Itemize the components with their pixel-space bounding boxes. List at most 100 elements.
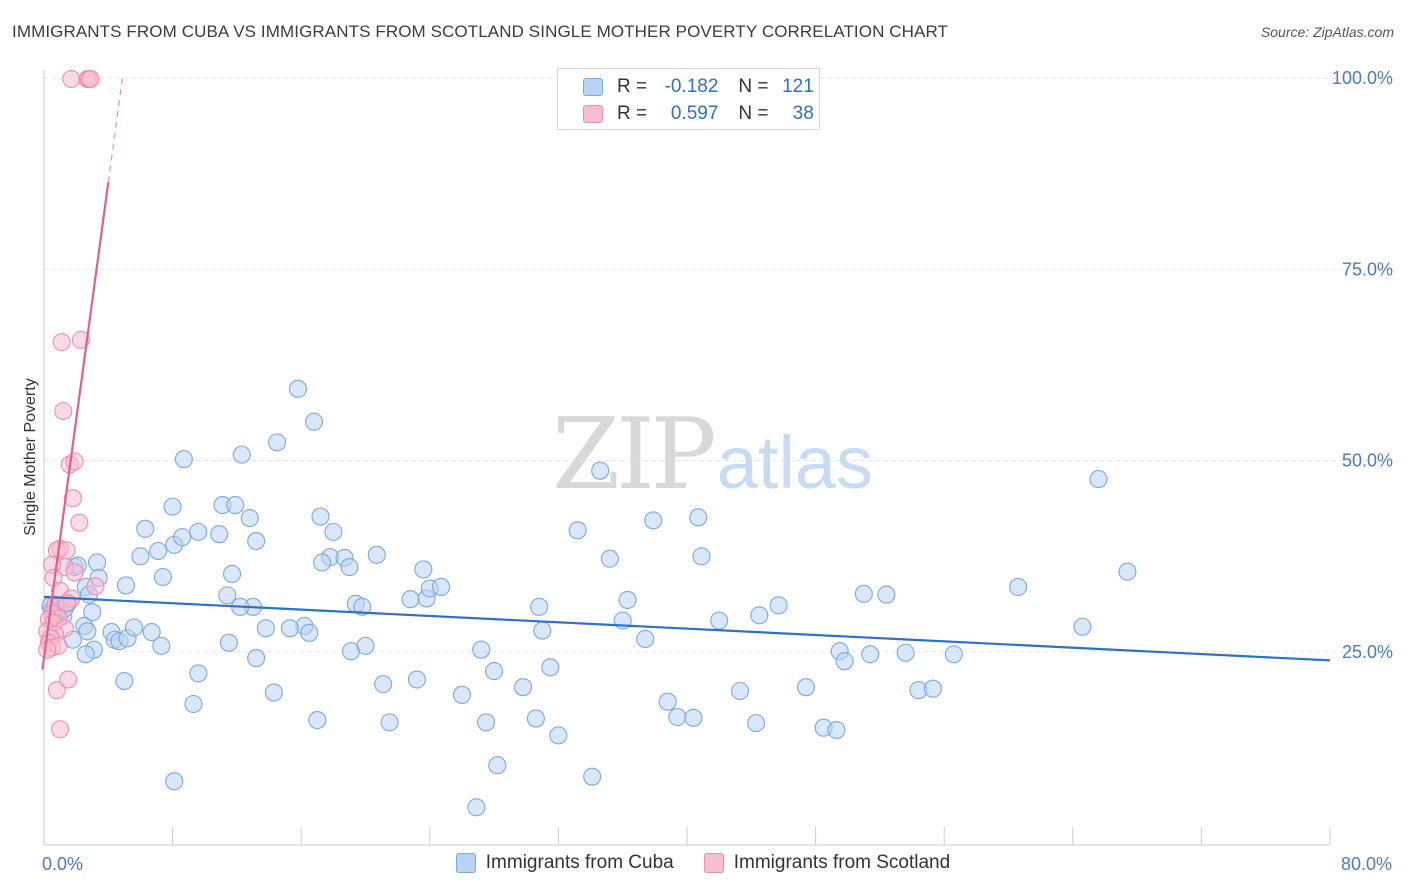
cuba-point-108 xyxy=(877,585,896,604)
cuba-point-107 xyxy=(861,645,880,664)
cuba-point-105 xyxy=(835,652,854,671)
series-cuba-points xyxy=(41,379,1137,817)
cuba-point-96 xyxy=(710,611,729,630)
scotland-swatch xyxy=(583,105,603,123)
cuba-point-42 xyxy=(226,496,245,515)
chart-title: IMMIGRANTS FROM CUBA VS IMMIGRANTS FROM … xyxy=(12,22,949,41)
cuba-point-98 xyxy=(747,714,766,733)
cuba-point-39 xyxy=(163,497,182,516)
cuba-point-73 xyxy=(472,640,491,659)
cuba-point-80 xyxy=(533,621,552,640)
stats-legend: R = -0.182 N = 121 R = 0.597 N = 38 xyxy=(557,68,820,130)
cuba-point-79 xyxy=(530,597,549,616)
cuba-point-101 xyxy=(796,678,816,697)
legend-cuba-label: Immigrants from Cuba xyxy=(485,852,674,873)
cuba-point-103 xyxy=(827,720,846,740)
cuba-swatch xyxy=(583,78,603,96)
cuba-point-45 xyxy=(247,532,266,551)
watermark: ZIPatlas xyxy=(552,398,873,512)
cuba-point-51 xyxy=(268,433,287,452)
series-legend: Immigrants from Cuba Immigrants from Sco… xyxy=(0,852,1406,874)
cuba-point-120 xyxy=(308,711,327,730)
cuba-point-37 xyxy=(223,564,242,584)
cuba-point-77 xyxy=(513,678,533,697)
cuba-point-17 xyxy=(78,622,97,641)
cuba-point-99 xyxy=(750,606,769,625)
cuba-point-40 xyxy=(174,450,193,469)
scotland-point-3 xyxy=(81,69,100,89)
scotland-point-0 xyxy=(62,69,81,89)
watermark-atlas: atlas xyxy=(716,421,874,504)
scotland-point-35 xyxy=(59,670,78,689)
cuba-point-72 xyxy=(452,685,472,704)
cuba-point-74 xyxy=(477,713,496,732)
scotland-point-9 xyxy=(63,489,82,508)
cuba-point-63 xyxy=(367,545,386,564)
scotland-r-value: 0.597 xyxy=(670,103,719,124)
scotland-point-10 xyxy=(70,513,89,532)
cuba-trend-line xyxy=(43,595,1331,662)
scotland-point-13 xyxy=(57,541,76,560)
cuba-point-31 xyxy=(153,567,173,587)
scotland-point-34 xyxy=(47,681,66,700)
grid-lines xyxy=(44,77,1392,653)
cuba-point-84 xyxy=(583,767,602,786)
cuba-point-44 xyxy=(240,509,259,528)
cuba-point-56 xyxy=(300,623,319,642)
cuba-point-71 xyxy=(432,577,451,597)
cuba-point-68 xyxy=(414,560,433,579)
cuba-point-34 xyxy=(173,528,192,547)
cuba-r-label: R = xyxy=(617,76,648,97)
cuba-point-36 xyxy=(210,525,229,544)
scotland-trend-extension xyxy=(107,75,124,183)
legend-item-scotland[interactable]: Immigrants from Scotland xyxy=(703,852,951,874)
cuba-point-65 xyxy=(380,713,399,732)
cuba-point-116 xyxy=(1118,562,1137,581)
scotland-point-5 xyxy=(71,330,91,349)
cuba-point-94 xyxy=(689,508,708,527)
legend-item-cuba[interactable]: Immigrants from Cuba xyxy=(455,852,674,874)
cuba-point-29 xyxy=(131,547,150,566)
cuba-point-93 xyxy=(684,708,703,727)
cuba-point-92 xyxy=(668,707,687,727)
cuba-point-52 xyxy=(288,379,308,398)
cuba-point-13 xyxy=(87,553,107,572)
cuba-point-27 xyxy=(76,645,95,664)
cuba-point-24 xyxy=(124,618,144,637)
cuba-point-78 xyxy=(526,709,545,728)
cuba-point-53 xyxy=(305,412,324,431)
cuba-point-83 xyxy=(568,521,587,540)
cuba-point-124 xyxy=(184,694,203,714)
source-label: Source: ZipAtlas.com xyxy=(1260,24,1394,40)
y-tick-label-1: 50.0% xyxy=(1342,451,1393,471)
cuba-point-119 xyxy=(356,636,375,655)
scotland-point-36 xyxy=(51,720,70,739)
cuba-point-109 xyxy=(896,643,915,662)
legend-scotland-label: Immigrants from Scotland xyxy=(733,852,951,873)
cuba-point-48 xyxy=(247,649,266,668)
y-tick-label-3: 100.0% xyxy=(1332,68,1393,88)
cuba-point-90 xyxy=(644,511,663,530)
cuba-point-81 xyxy=(541,658,560,677)
cuba-point-121 xyxy=(219,633,238,652)
cuba-point-38 xyxy=(218,586,237,605)
cuba-point-115 xyxy=(1089,470,1108,489)
cuba-point-32 xyxy=(136,519,155,538)
cuba-point-122 xyxy=(467,798,486,817)
stats-row-scotland: R = 0.597 N = 38 xyxy=(558,101,814,127)
scotland-point-6 xyxy=(54,401,73,421)
cuba-point-25 xyxy=(142,623,161,642)
cuba-point-127 xyxy=(280,619,299,638)
cuba-point-76 xyxy=(488,756,507,775)
scotland-r-label: R = xyxy=(617,103,648,124)
cuba-point-85 xyxy=(591,461,610,480)
x-tick-label-0: 0.0% xyxy=(42,854,83,874)
y-axis-label: Single Mother Poverty xyxy=(22,378,39,535)
cuba-point-75 xyxy=(485,662,504,681)
cuba-point-62 xyxy=(353,597,372,616)
cuba-point-117 xyxy=(324,522,343,541)
cuba-point-126 xyxy=(189,664,208,683)
cuba-point-66 xyxy=(401,590,420,609)
cuba-point-100 xyxy=(769,596,788,615)
cuba-point-125 xyxy=(165,772,184,791)
